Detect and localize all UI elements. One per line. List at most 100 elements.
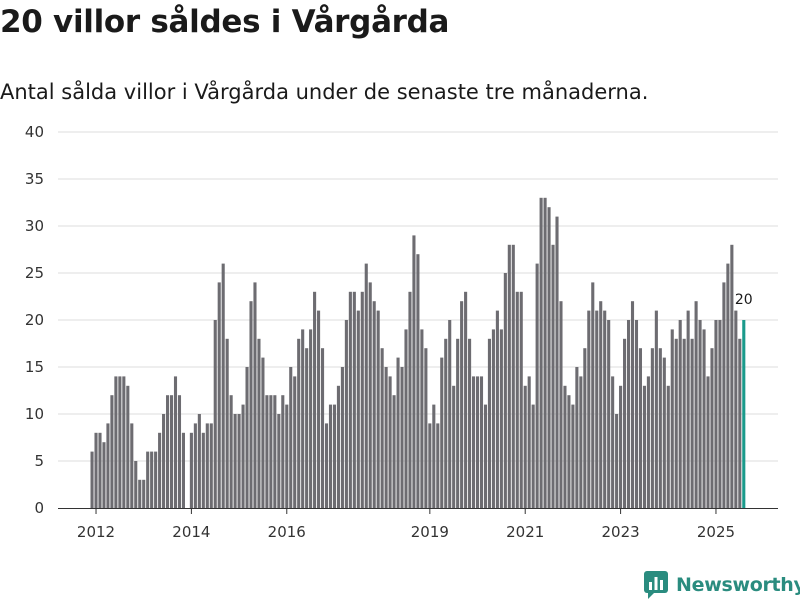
x-tick-label: 2016 bbox=[268, 523, 306, 541]
x-tick-label: 2025 bbox=[697, 523, 735, 541]
bar bbox=[567, 395, 571, 508]
bar bbox=[678, 320, 682, 508]
bar bbox=[332, 404, 337, 508]
data-label: 20 bbox=[735, 292, 753, 308]
bar bbox=[360, 291, 364, 508]
bar bbox=[666, 385, 670, 508]
bar bbox=[197, 414, 201, 508]
bar bbox=[400, 367, 404, 508]
bar bbox=[169, 395, 174, 508]
bar bbox=[384, 367, 388, 508]
bar bbox=[702, 329, 706, 508]
bar-highlight bbox=[742, 320, 746, 508]
bar bbox=[368, 282, 372, 508]
y-tick-label: 20 bbox=[25, 311, 44, 329]
bar bbox=[642, 385, 646, 508]
bar bbox=[110, 395, 114, 508]
y-tick-label: 10 bbox=[25, 405, 44, 423]
bar bbox=[559, 301, 563, 508]
bar bbox=[475, 376, 480, 508]
bar bbox=[297, 338, 301, 508]
bar bbox=[253, 282, 257, 508]
y-tick-label: 25 bbox=[25, 264, 44, 282]
bar bbox=[352, 291, 356, 508]
bar bbox=[142, 479, 146, 508]
bar bbox=[118, 376, 122, 508]
bar bbox=[344, 320, 348, 508]
bar bbox=[225, 338, 229, 508]
y-tick-label: 15 bbox=[25, 358, 44, 376]
bar bbox=[233, 414, 237, 508]
bar bbox=[734, 310, 738, 508]
bar bbox=[738, 338, 742, 508]
bar bbox=[328, 404, 333, 508]
bar bbox=[364, 263, 368, 508]
bar bbox=[519, 291, 523, 508]
bar bbox=[412, 235, 416, 508]
bar bbox=[181, 432, 185, 508]
brand-logo[interactable]: Newsworthy bbox=[644, 570, 800, 600]
bar bbox=[448, 320, 452, 508]
bar bbox=[714, 320, 718, 508]
bar bbox=[106, 423, 110, 508]
bar bbox=[356, 310, 360, 508]
bar bbox=[662, 357, 666, 508]
y-tick-label: 30 bbox=[25, 217, 44, 235]
bar bbox=[396, 357, 400, 508]
bar bbox=[638, 348, 643, 508]
bar bbox=[619, 385, 623, 508]
bar bbox=[460, 301, 464, 508]
bar bbox=[189, 432, 193, 508]
chart-subtitle: Antal sålda villor i Vårgårda under de s… bbox=[0, 80, 649, 104]
bar bbox=[710, 348, 714, 508]
bar bbox=[464, 291, 468, 508]
bar bbox=[491, 329, 495, 508]
y-tick-label: 0 bbox=[34, 499, 44, 517]
bar bbox=[277, 414, 281, 508]
bar bbox=[507, 244, 511, 509]
x-tick-label: 2023 bbox=[601, 523, 639, 541]
bar bbox=[424, 348, 428, 508]
bar bbox=[511, 244, 515, 509]
bar bbox=[607, 320, 611, 508]
bar bbox=[487, 338, 491, 508]
bar bbox=[324, 423, 329, 508]
bar bbox=[555, 216, 559, 508]
bar bbox=[305, 348, 309, 508]
bar bbox=[650, 348, 654, 508]
bar bbox=[575, 367, 579, 508]
bar bbox=[293, 376, 297, 508]
brand-name: Newsworthy bbox=[676, 574, 800, 596]
bar bbox=[98, 432, 102, 508]
bar bbox=[722, 282, 726, 508]
bar bbox=[122, 376, 126, 508]
bar bbox=[249, 301, 253, 508]
bar bbox=[468, 338, 472, 508]
x-tick-label: 2014 bbox=[172, 523, 210, 541]
bar bbox=[213, 320, 217, 508]
bar bbox=[551, 244, 555, 509]
bar bbox=[126, 385, 130, 508]
bar bbox=[611, 376, 615, 508]
bar bbox=[630, 301, 635, 508]
bar bbox=[392, 395, 396, 508]
bar bbox=[229, 395, 233, 508]
bar bbox=[718, 320, 722, 508]
bar bbox=[257, 338, 261, 508]
bar bbox=[615, 414, 619, 508]
bar bbox=[380, 348, 384, 508]
bar bbox=[408, 291, 412, 508]
x-tick-label: 2012 bbox=[77, 523, 115, 541]
bar bbox=[452, 385, 456, 508]
bar bbox=[436, 423, 440, 508]
y-tick-label: 35 bbox=[25, 170, 44, 188]
bar bbox=[587, 310, 591, 508]
bar bbox=[483, 404, 488, 508]
bar bbox=[130, 423, 134, 508]
bar bbox=[547, 207, 551, 508]
bar bbox=[444, 338, 448, 508]
bar bbox=[515, 291, 519, 508]
bar bbox=[205, 423, 209, 508]
bar bbox=[340, 367, 344, 508]
